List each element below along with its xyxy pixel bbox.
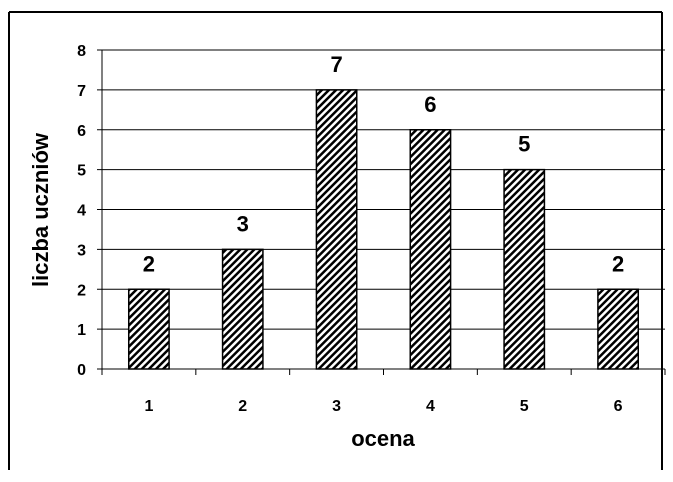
data-labels: 2 3 7 6 5 2 [143, 52, 624, 276]
bar-4 [409, 129, 452, 370]
y-tick-label: 8 [77, 43, 86, 60]
data-label-5: 5 [518, 132, 530, 157]
y-tick-label: 5 [77, 163, 86, 180]
y-tick-label: 6 [77, 123, 86, 140]
x-tick-label: 3 [332, 398, 341, 415]
bar-2 [221, 248, 264, 370]
x-tick-label: 2 [238, 398, 247, 415]
axes [97, 49, 666, 375]
x-tick-label: 1 [144, 398, 153, 415]
bar-1 [127, 288, 170, 370]
data-label-6: 2 [612, 251, 624, 276]
x-tick-labels: 1 2 3 4 5 6 [144, 398, 622, 415]
data-label-1: 2 [143, 251, 155, 276]
y-axis-title: liczba uczniów [28, 132, 53, 287]
y-tick-label: 4 [77, 203, 86, 220]
x-tick-label: 6 [614, 398, 623, 415]
bar-6 [597, 288, 640, 370]
y-tick-label: 2 [77, 282, 86, 299]
y-tick-label: 1 [77, 322, 86, 339]
data-label-2: 3 [237, 211, 249, 236]
bar-5 [503, 168, 546, 370]
y-tick-labels: 0 1 2 3 4 5 6 7 8 [77, 43, 86, 379]
bars [127, 89, 640, 370]
y-tick-label: 0 [77, 362, 86, 379]
gridlines [102, 49, 665, 330]
x-tick-label: 4 [426, 398, 435, 415]
y-tick-label: 7 [77, 83, 86, 100]
data-label-4: 6 [424, 92, 436, 117]
bar-3 [315, 89, 358, 370]
y-tick-label: 3 [77, 242, 86, 259]
x-axis-title: ocena [351, 426, 415, 451]
x-tick-label: 5 [520, 398, 529, 415]
data-label-3: 7 [330, 52, 342, 77]
